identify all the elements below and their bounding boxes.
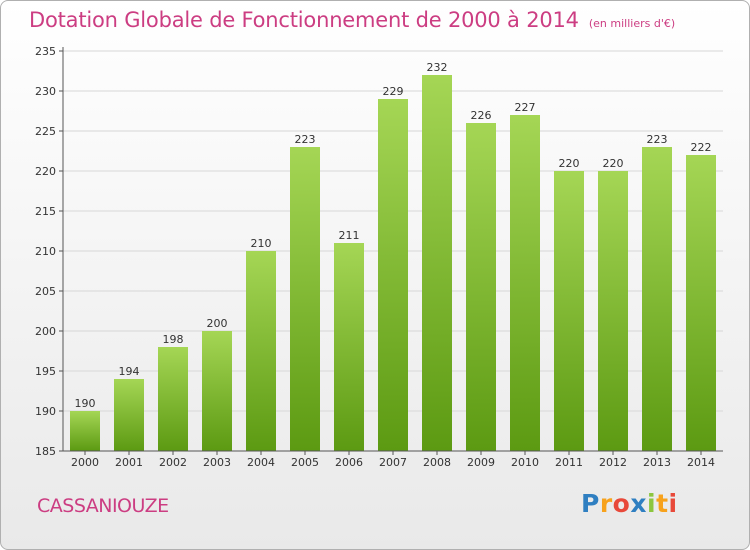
bar xyxy=(202,331,232,451)
bar xyxy=(334,243,364,451)
x-tick-label: 2003 xyxy=(203,456,231,469)
bar xyxy=(114,379,144,451)
axes xyxy=(59,47,723,455)
bar-value-label: 220 xyxy=(603,157,624,170)
logo-letter: P xyxy=(581,489,600,518)
bar xyxy=(70,411,100,451)
commune-name: CASSANIOUZE xyxy=(37,495,169,517)
y-tick-label: 205 xyxy=(35,285,56,298)
x-tick-label: 2006 xyxy=(335,456,363,469)
bar xyxy=(554,171,584,451)
chart-subtitle: (en milliers d'€) xyxy=(588,17,676,30)
y-tick-label: 225 xyxy=(35,125,56,138)
y-tick-label: 235 xyxy=(35,45,56,58)
logo-letter: t xyxy=(656,489,669,518)
bar-value-label: 223 xyxy=(647,133,668,146)
y-tick-label: 190 xyxy=(35,405,56,418)
bars xyxy=(70,75,716,451)
chart-title: Dotation Globale de Fonctionnement de 20… xyxy=(29,8,675,32)
bar xyxy=(422,75,452,451)
x-tick-label: 2007 xyxy=(379,456,407,469)
bar-chart: 185 190 195 200 205 210 215 220 225 230 235 190 2000… xyxy=(35,45,723,469)
labels: 185 190 195 200 205 210 215 220 225 230 235 190 2000… xyxy=(35,45,715,469)
bar xyxy=(246,251,276,451)
bar xyxy=(642,147,672,451)
x-tick-label: 2011 xyxy=(555,456,583,469)
bar xyxy=(158,347,188,451)
x-tick-label: 2000 xyxy=(71,456,99,469)
x-tick-label: 2002 xyxy=(159,456,187,469)
bar-value-label: 210 xyxy=(251,237,272,250)
bar xyxy=(466,123,496,451)
logo-letter: o xyxy=(612,489,631,518)
y-tick-label: 195 xyxy=(35,365,56,378)
x-tick-label: 2005 xyxy=(291,456,319,469)
bar-value-label: 211 xyxy=(339,229,360,242)
y-tick-label: 210 xyxy=(35,245,56,258)
bar-value-label: 232 xyxy=(427,61,448,74)
bar-value-label: 200 xyxy=(207,317,228,330)
x-tick-label: 2001 xyxy=(115,456,143,469)
x-tick-label: 2014 xyxy=(687,456,715,469)
proxiti-logo: Proxiti xyxy=(581,489,678,518)
bar-value-label: 229 xyxy=(383,85,404,98)
logo-letter: r xyxy=(599,489,613,518)
bar-value-label: 190 xyxy=(75,397,96,410)
logo-letter: i xyxy=(647,489,657,518)
bar-value-label: 194 xyxy=(119,365,140,378)
y-tick-label: 215 xyxy=(35,205,56,218)
y-tick-label: 185 xyxy=(35,445,56,458)
bar xyxy=(290,147,320,451)
x-tick-label: 2004 xyxy=(247,456,275,469)
bar xyxy=(598,171,628,451)
x-tick-label: 2013 xyxy=(643,456,671,469)
bar-value-label: 226 xyxy=(471,109,492,122)
bar-value-label: 222 xyxy=(691,141,712,154)
bar-value-label: 227 xyxy=(515,101,536,114)
bar-value-label: 223 xyxy=(295,133,316,146)
bar xyxy=(378,99,408,451)
bar-value-label: 220 xyxy=(559,157,580,170)
x-tick-label: 2008 xyxy=(423,456,451,469)
bar-value-label: 198 xyxy=(163,333,184,346)
x-tick-label: 2012 xyxy=(599,456,627,469)
logo-letter: i xyxy=(668,489,678,518)
x-tick-label: 2009 xyxy=(467,456,495,469)
bar xyxy=(686,155,716,451)
y-tick-label: 220 xyxy=(35,165,56,178)
bar xyxy=(510,115,540,451)
y-tick-label: 230 xyxy=(35,85,56,98)
logo-letter: x xyxy=(630,489,647,518)
x-tick-label: 2010 xyxy=(511,456,539,469)
chart-title-text: Dotation Globale de Fonctionnement de 20… xyxy=(29,8,579,32)
y-tick-label: 200 xyxy=(35,325,56,338)
